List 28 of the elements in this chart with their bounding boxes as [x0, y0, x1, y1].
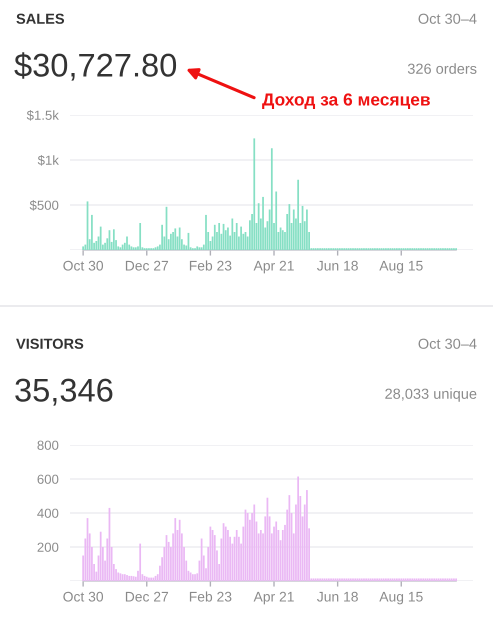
text: 28,033 unique: [385, 388, 476, 402]
chart-title: SALES: [16, 14, 64, 24]
x-tick-label: Aug 15: [379, 592, 423, 604]
text: Доход за 6 месяцев: [262, 93, 430, 109]
x-tick-label: Feb 23: [190, 591, 232, 602]
text: 35,346: [15, 378, 112, 406]
x-tick-label: Oct 30: [63, 592, 104, 602]
chart-title: VISITORS: [16, 338, 84, 349]
x-tick-label: Oct 30: [63, 260, 104, 271]
x-tick-label: Dec 27: [126, 592, 168, 602]
x-tick-label: Jun 18: [317, 592, 358, 602]
y-tick-label: 600: [38, 474, 58, 484]
y-tick-label: $1k: [38, 155, 59, 166]
text: Oct 30–4: [418, 14, 477, 24]
x-tick-label: Dec 27: [126, 260, 168, 271]
y-tick-label: 800: [37, 440, 58, 450]
y-tick-label: $1.5k: [26, 110, 59, 121]
x-tick-label: Apr 21: [254, 592, 294, 604]
x-tick-label: Aug 15: [379, 260, 423, 274]
y-tick-label: 200: [38, 542, 58, 552]
y-tick-label: $500: [30, 200, 58, 211]
text: $30,727.80: [14, 52, 176, 81]
x-tick-label: Apr 21: [254, 260, 294, 274]
x-tick-label: Jun 18: [317, 260, 358, 271]
x-tick-label: Feb 23: [190, 260, 232, 271]
text: 326 orders: [408, 63, 476, 74]
text: Oct 30–4: [418, 338, 477, 349]
y-tick-label: 400: [37, 508, 58, 518]
